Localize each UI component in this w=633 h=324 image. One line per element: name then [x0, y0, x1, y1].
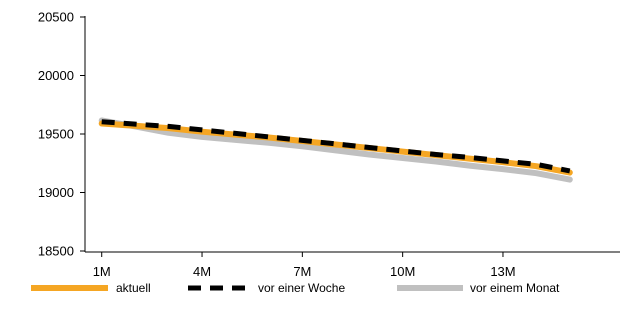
legend-label-1: vor einer Woche — [258, 281, 345, 295]
series-line-2 — [98, 117, 573, 183]
x-tick-label: 13M — [490, 264, 515, 279]
chart-axes: 18500 19000 19500 20000 20500 1M 4M 7M 10M 13M — [38, 10, 620, 279]
x-tick-label: 1M — [93, 264, 111, 279]
x-tick-label: 4M — [193, 264, 211, 279]
y-tick-label: 19500 — [38, 127, 74, 142]
x-tick-label: 10M — [390, 264, 415, 279]
series-line-1 — [101, 119, 571, 174]
chart-series — [98, 117, 573, 183]
legend-label-0: aktuell — [116, 281, 151, 295]
y-tick-label: 18500 — [38, 244, 74, 259]
y-tick-label: 20000 — [38, 68, 74, 83]
y-tick-label: 19000 — [38, 185, 74, 200]
chart-legend: aktuell vor einer Woche vor einem Monat — [31, 281, 560, 295]
y-tick-label: 20500 — [38, 10, 74, 25]
legend-label-2: vor einem Monat — [470, 281, 560, 295]
x-tick-label: 7M — [293, 264, 311, 279]
